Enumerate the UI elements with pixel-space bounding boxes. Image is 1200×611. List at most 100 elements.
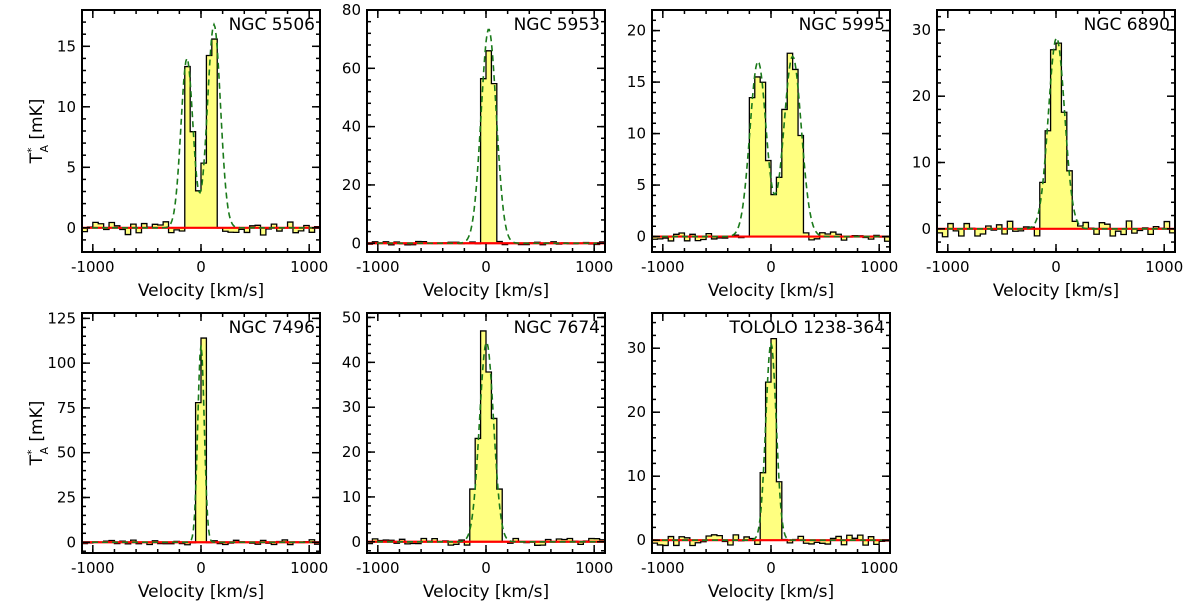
plot-area: [82, 337, 320, 546]
y-tick-label: 20: [627, 22, 646, 40]
panel-6: -1000 0 1000 0 10 20 30 40 50 NGC 7674 Velocity [k…: [342, 308, 613, 602]
x-axis-label: Velocity [km/s]: [993, 281, 1119, 301]
y-tick-label: 0: [66, 219, 76, 237]
y-tick-label: 0: [351, 234, 361, 252]
x-tick-label: -1000: [641, 559, 685, 577]
gaussian-fit-curve: [82, 22, 320, 229]
x-axis-label: Velocity [km/s]: [138, 281, 264, 301]
y-tick-label: 40: [342, 353, 361, 371]
x-tick-label: 0: [196, 559, 206, 577]
y-tick-label: 20: [912, 87, 931, 105]
plot-area: [652, 52, 890, 242]
x-tick-label: -1000: [356, 559, 400, 577]
x-tick-label: 1000: [290, 258, 328, 276]
y-tick-label: 0: [636, 531, 646, 549]
y-tick-label: 0: [921, 220, 931, 238]
y-tick-label: 10: [342, 488, 361, 506]
x-tick-label: 1000: [290, 559, 328, 577]
y-tick-label: 80: [342, 1, 361, 19]
y-tick-label: 30: [342, 398, 361, 416]
y-tick-label: 10: [627, 467, 646, 485]
panel-3: -1000 0 1000 0 5 10 15 20 NGC 5995 Velocity [km/s…: [627, 9, 898, 301]
y-tick-label: 20: [342, 176, 361, 194]
panel-title: NGC 5506: [229, 15, 315, 35]
x-tick-label: 0: [196, 258, 206, 276]
y-tick-label: 5: [636, 176, 646, 194]
y-axis-label: T*A [mK]: [25, 99, 51, 165]
gaussian-fit-curve: [82, 345, 320, 544]
y-axis-label: T*A [mK]: [25, 401, 51, 467]
plot-area: [652, 337, 890, 547]
x-tick-label: 0: [481, 559, 491, 577]
y-tick-label: 10: [627, 125, 646, 143]
x-tick-label: -1000: [641, 258, 685, 276]
y-tick-label: 50: [342, 308, 361, 326]
y-axis-label-main: T: [27, 454, 47, 466]
panel-5: -1000 0 1000 0 25 50 75 100 125 NGC 7496 Velocity …: [47, 309, 328, 602]
plot-area: [82, 22, 320, 236]
x-tick-label: -1000: [926, 258, 970, 276]
x-tick-label: 1000: [860, 258, 898, 276]
y-tick-label: 0: [636, 228, 646, 246]
y-axis-label-sup: *: [25, 147, 38, 153]
y-axis-label-main: T: [27, 152, 47, 164]
panel-title: NGC 6890: [1084, 15, 1170, 35]
spectrum-histogram: [652, 337, 890, 547]
y-tick-label: 30: [627, 339, 646, 357]
panel-7: -1000 0 1000 0 10 20 30 TOLOLO 1238-364 Velocity…: [627, 312, 898, 602]
y-tick-label: 0: [351, 533, 361, 551]
gaussian-fit-curve: [367, 341, 605, 543]
x-tick-label: 0: [766, 258, 776, 276]
y-tick-label: 15: [627, 73, 646, 91]
plot-area: [367, 330, 605, 546]
x-axis-label: Velocity [km/s]: [708, 281, 834, 301]
plot-area: [937, 37, 1175, 238]
y-tick-label: 5: [66, 158, 76, 176]
y-tick-label: 20: [627, 403, 646, 421]
plot-area: [367, 28, 605, 246]
panel-title: NGC 5995: [799, 15, 885, 35]
x-axis-label: Velocity [km/s]: [423, 582, 549, 602]
x-tick-label: 0: [1051, 258, 1061, 276]
y-tick-label: 30: [912, 21, 931, 39]
panel-title: NGC 5953: [514, 15, 600, 35]
y-axis-label-sup: *: [25, 449, 38, 455]
x-tick-label: 1000: [860, 559, 898, 577]
panel-1: -1000 0 1000 0 5 10 15 NGC 5506 Velocity [km/s]: [57, 9, 328, 301]
gaussian-fit-curve: [937, 37, 1175, 230]
y-tick-label: 0: [66, 533, 76, 551]
panel-title: NGC 7674: [514, 318, 600, 338]
spectrum-histogram: [367, 330, 605, 546]
y-tick-label: 10: [57, 98, 76, 116]
y-axis-label-unit: [mK]: [27, 99, 47, 145]
y-tick-label: 100: [47, 354, 76, 372]
x-tick-label: 1000: [1145, 258, 1183, 276]
x-tick-label: 1000: [575, 258, 613, 276]
y-tick-label: 125: [47, 309, 76, 327]
y-tick-label: 40: [342, 118, 361, 136]
y-axis-label-sub: A: [38, 145, 51, 153]
y-axis-label-sub: A: [38, 447, 51, 455]
x-tick-label: 0: [481, 258, 491, 276]
panel-2: -1000 0 1000 0 20 40 60 80 NGC 5953 Velocity [km/…: [342, 1, 613, 301]
spectrum-histogram: [937, 42, 1175, 238]
x-tick-label: -1000: [356, 258, 400, 276]
y-tick-label: 15: [57, 37, 76, 55]
y-tick-label: 75: [57, 399, 76, 417]
y-tick-label: 10: [912, 153, 931, 171]
y-axis-label-unit: [mK]: [27, 401, 47, 447]
y-tick-label: 20: [342, 443, 361, 461]
x-axis-label: Velocity [km/s]: [423, 281, 549, 301]
x-axis-label: Velocity [km/s]: [138, 582, 264, 602]
gaussian-fit-curve: [652, 342, 890, 541]
y-tick-label: 25: [57, 488, 76, 506]
panel-4: -1000 0 1000 0 10 20 30 NGC 6890 Velocity [km/s]: [912, 9, 1183, 301]
spectrum-histogram: [82, 337, 320, 546]
x-tick-label: 0: [766, 559, 776, 577]
gaussian-fit-curve: [367, 28, 605, 245]
panel-title: NGC 7496: [229, 318, 315, 338]
panel-title: TOLOLO 1238-364: [728, 318, 885, 338]
